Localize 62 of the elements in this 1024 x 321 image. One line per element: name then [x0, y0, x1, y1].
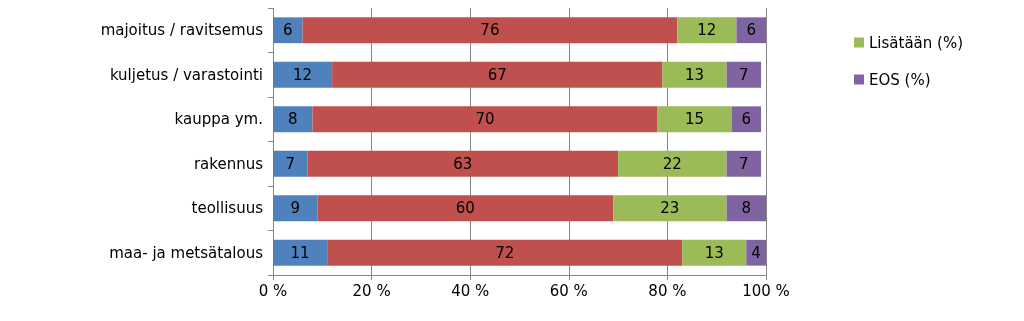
y-tick-label: majoitus / ravitsemus	[100, 21, 264, 40]
bar	[273, 150, 308, 177]
data-label: 4	[751, 243, 761, 262]
data-label: 6	[741, 110, 752, 129]
bar	[731, 106, 762, 133]
bar	[273, 17, 303, 44]
y-tick-label: kuljetus / varastointi	[109, 65, 263, 84]
legend-label: EOS (%)	[868, 70, 931, 89]
x-tick-label: 60 %	[549, 281, 588, 300]
bar	[312, 106, 658, 133]
data-label: 8	[287, 110, 298, 129]
legend-label: Lisätään (%)	[868, 33, 963, 52]
bar	[726, 61, 762, 88]
x-tick-label: 40 %	[451, 281, 490, 300]
data-label: 12	[293, 65, 313, 84]
bar	[332, 61, 663, 88]
data-label: 7	[739, 154, 749, 173]
data-label: 13	[704, 243, 724, 262]
data-label: 70	[475, 110, 495, 129]
bar	[273, 195, 318, 222]
data-label: 22	[662, 154, 682, 173]
data-label: 11	[290, 243, 310, 262]
bar	[657, 106, 732, 133]
data-label: 7	[285, 154, 296, 173]
data-label: 63	[453, 154, 473, 173]
y-tick-label: maa- ja metsätalous	[109, 243, 264, 262]
x-tick-label: 0 %	[258, 281, 288, 300]
bar	[307, 150, 619, 177]
data-label: 67	[487, 65, 507, 84]
data-label: 12	[697, 21, 717, 40]
y-tick-label: teollisuus	[191, 199, 264, 218]
bar	[618, 150, 727, 177]
bar	[736, 17, 766, 44]
bar	[273, 61, 333, 88]
bar	[677, 17, 737, 44]
bar	[273, 239, 328, 266]
bar	[273, 106, 313, 133]
bar	[726, 150, 762, 177]
bar	[327, 239, 683, 266]
x-tick-label: 80 %	[648, 281, 687, 300]
x-tick-label: 20 %	[352, 281, 391, 300]
data-label: 7	[739, 65, 749, 84]
y-tick-label: kauppa ym.	[174, 110, 263, 129]
data-label: 72	[495, 243, 515, 262]
bar	[317, 195, 614, 222]
bar	[726, 195, 766, 222]
data-label: 15	[684, 110, 705, 129]
bar	[662, 61, 727, 88]
data-label: 13	[684, 65, 705, 84]
data-label: 60	[455, 199, 475, 218]
data-label: 8	[741, 199, 752, 218]
data-label: 9	[290, 199, 300, 218]
bar	[746, 239, 766, 266]
bar	[302, 17, 678, 44]
bar	[613, 195, 727, 222]
y-tick-label: rakennus	[193, 154, 264, 173]
data-label: 23	[660, 199, 680, 218]
data-label: 6	[283, 21, 293, 40]
data-label: 76	[480, 21, 500, 40]
bar	[682, 239, 747, 266]
x-tick-label: 100 %	[742, 281, 790, 300]
data-label: 6	[746, 21, 756, 40]
